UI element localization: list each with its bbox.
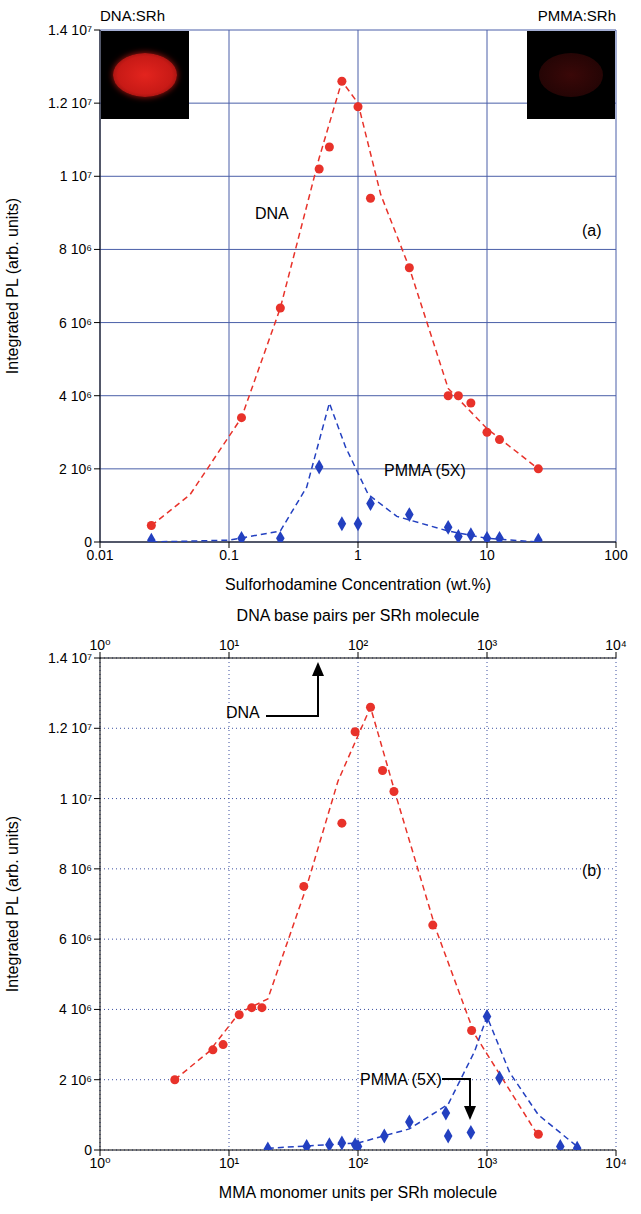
svg-text:1.4 10⁷: 1.4 10⁷ <box>48 650 92 666</box>
svg-text:10²: 10² <box>348 637 369 653</box>
html-text:(a): (a) <box>582 222 602 239</box>
svg-text:4 10⁶: 4 10⁶ <box>59 1001 92 1017</box>
svg-text:10⁴: 10⁴ <box>605 1155 627 1171</box>
svg-text:1 10⁷: 1 10⁷ <box>60 791 92 807</box>
svg-text:10⁰: 10⁰ <box>89 1155 111 1171</box>
html-text:DNA:SRh: DNA:SRh <box>100 7 165 24</box>
svg-text:0: 0 <box>84 534 92 550</box>
svg-text:DNA base pairs per SRh molecul: DNA base pairs per SRh molecule <box>237 607 480 624</box>
svg-text:8 10⁶: 8 10⁶ <box>59 861 92 877</box>
svg-text:8 10⁶: 8 10⁶ <box>59 241 92 257</box>
html-text:DNA: DNA <box>255 205 289 222</box>
svg-text:10¹: 10¹ <box>219 1155 240 1171</box>
svg-text:0: 0 <box>84 1142 92 1158</box>
svg-text:10¹: 10¹ <box>219 637 240 653</box>
svg-text:4 10⁶: 4 10⁶ <box>59 388 92 404</box>
svg-text:1.2 10⁷: 1.2 10⁷ <box>48 95 92 111</box>
svg-text:0.01: 0.01 <box>86 546 114 563</box>
svg-text:1 10⁷: 1 10⁷ <box>60 168 92 184</box>
svg-text:Integrated PL (arb. units): Integrated PL (arb. units) <box>4 198 21 374</box>
html-text:PMMA (5X): PMMA (5X) <box>360 1071 442 1088</box>
svg-text:10⁴: 10⁴ <box>605 637 627 653</box>
html-text:(b): (b) <box>582 862 602 879</box>
svg-text:1.4 10⁷: 1.4 10⁷ <box>48 22 92 38</box>
svg-text:10²: 10² <box>348 1155 369 1171</box>
svg-text:Integrated PL (arb. units): Integrated PL (arb. units) <box>4 816 21 992</box>
html-text:PMMA:SRh: PMMA:SRh <box>537 7 616 24</box>
svg-text:10: 10 <box>479 547 495 563</box>
svg-text:Sulforhodamine Concentration (: Sulforhodamine Concentration (wt.%) <box>225 576 491 593</box>
svg-text:2 10⁶: 2 10⁶ <box>59 461 92 477</box>
svg-text:1: 1 <box>354 547 362 563</box>
svg-text:1.2 10⁷: 1.2 10⁷ <box>48 720 92 736</box>
svg-text:10³: 10³ <box>477 637 498 653</box>
svg-text:100: 100 <box>604 547 628 563</box>
svg-text:0.1: 0.1 <box>219 547 239 563</box>
svg-text:6 10⁶: 6 10⁶ <box>59 315 92 331</box>
html-text:DNA: DNA <box>226 704 260 721</box>
svg-text:10⁰: 10⁰ <box>89 637 111 653</box>
svg-text:2 10⁶: 2 10⁶ <box>59 1072 92 1088</box>
svg-text:10³: 10³ <box>477 1155 498 1171</box>
svg-text:6 10⁶: 6 10⁶ <box>59 931 92 947</box>
html-text:PMMA (5X): PMMA (5X) <box>384 462 466 479</box>
svg-text:MMA monomer units per SRh mole: MMA monomer units per SRh molecule <box>219 1184 497 1201</box>
